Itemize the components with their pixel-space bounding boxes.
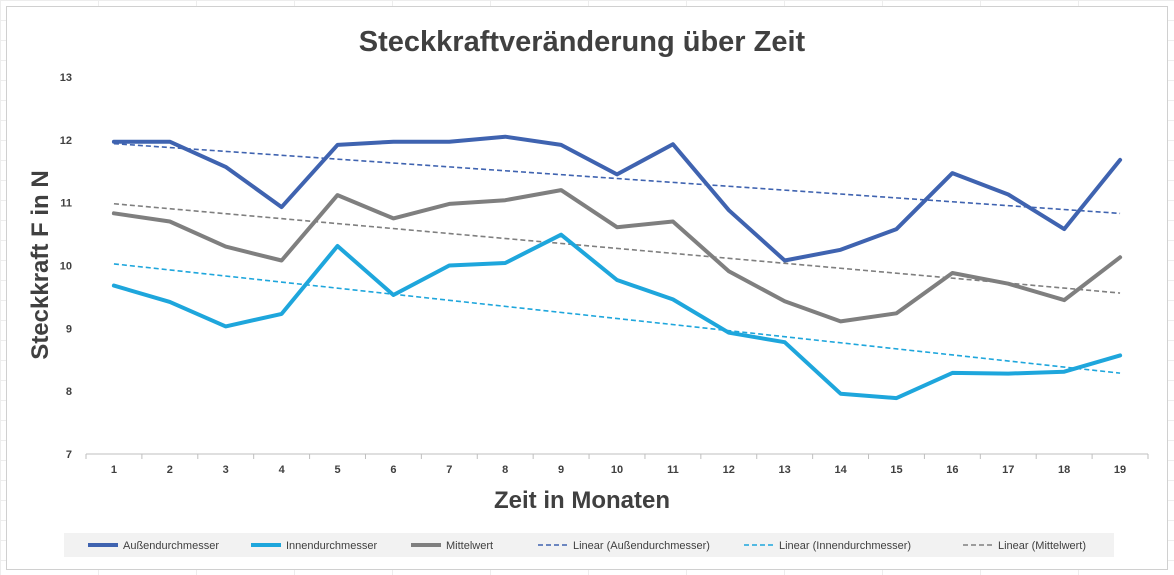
legend: Außendurchmesser Innendurchmesser Mittelwe…	[88, 540, 1086, 552]
y-tick-label: 12	[60, 135, 72, 147]
x-tick-label: 4	[279, 464, 286, 476]
trendline-linear-mittelwert	[113, 202, 1121, 294]
x-tick-label: 6	[390, 464, 396, 476]
series-line-außendurchmesser	[111, 134, 1123, 263]
x-tick-label: 19	[1114, 464, 1126, 476]
legend-label: Linear (Mittelwert)	[998, 540, 1086, 552]
x-axis: 1 2 3 4 5 6 7 8 9 10 11 12 13 14 15 16 17 18 19	[85, 453, 1149, 476]
x-tick-label: 16	[946, 464, 958, 476]
legend-label: Mittelwert	[446, 540, 493, 552]
x-tick-label: 9	[558, 464, 564, 476]
y-tick-label: 11	[60, 198, 72, 210]
x-tick-label: 1	[111, 464, 117, 476]
trend-lines	[113, 142, 1121, 374]
legend-label: Innendurchmesser	[286, 540, 377, 552]
legend-label: Außendurchmesser	[123, 540, 219, 552]
y-tick-label: 10	[60, 261, 72, 273]
x-tick-label: 3	[223, 464, 229, 476]
x-tick-label: 8	[502, 464, 508, 476]
series-lines	[111, 134, 1123, 401]
y-tick-label: 8	[66, 386, 72, 398]
trendline-linear-außendurchmesser	[113, 142, 1121, 215]
x-tick-label: 18	[1058, 464, 1070, 476]
x-tick-label: 12	[723, 464, 735, 476]
x-tick-label: 13	[779, 464, 791, 476]
y-tick-label: 13	[60, 72, 72, 84]
x-tick-label: 10	[611, 464, 623, 476]
legend-label: Linear (Außendurchmesser)	[573, 540, 710, 552]
series-line-mittelwert	[111, 188, 1123, 324]
y-axis-title: Steckkraft F in N	[27, 170, 54, 359]
x-tick-label: 2	[167, 464, 173, 476]
x-axis-title: Zeit in Monaten	[494, 487, 670, 514]
x-tick-label: 5	[334, 464, 340, 476]
y-tick-label: 7	[66, 449, 72, 461]
legend-background	[64, 533, 1114, 557]
legend-label: Linear (Innendurchmesser)	[779, 540, 911, 552]
x-tick-label: 14	[834, 464, 847, 476]
x-tick-label: 17	[1002, 464, 1014, 476]
x-tick-label: 7	[446, 464, 452, 476]
trendline-linear-innendurchmesser	[113, 263, 1121, 374]
series-line-innendurchmesser	[111, 232, 1123, 401]
chart-title: Steckkraftveränderung über Zeit	[359, 26, 806, 58]
y-axis-ticks: 7 8 9 10 11 12 13	[60, 72, 72, 461]
chart-area[interactable]	[6, 6, 1168, 570]
x-tick-label: 15	[890, 464, 902, 476]
x-tick-label: 11	[667, 464, 679, 476]
y-tick-label: 9	[66, 323, 72, 335]
